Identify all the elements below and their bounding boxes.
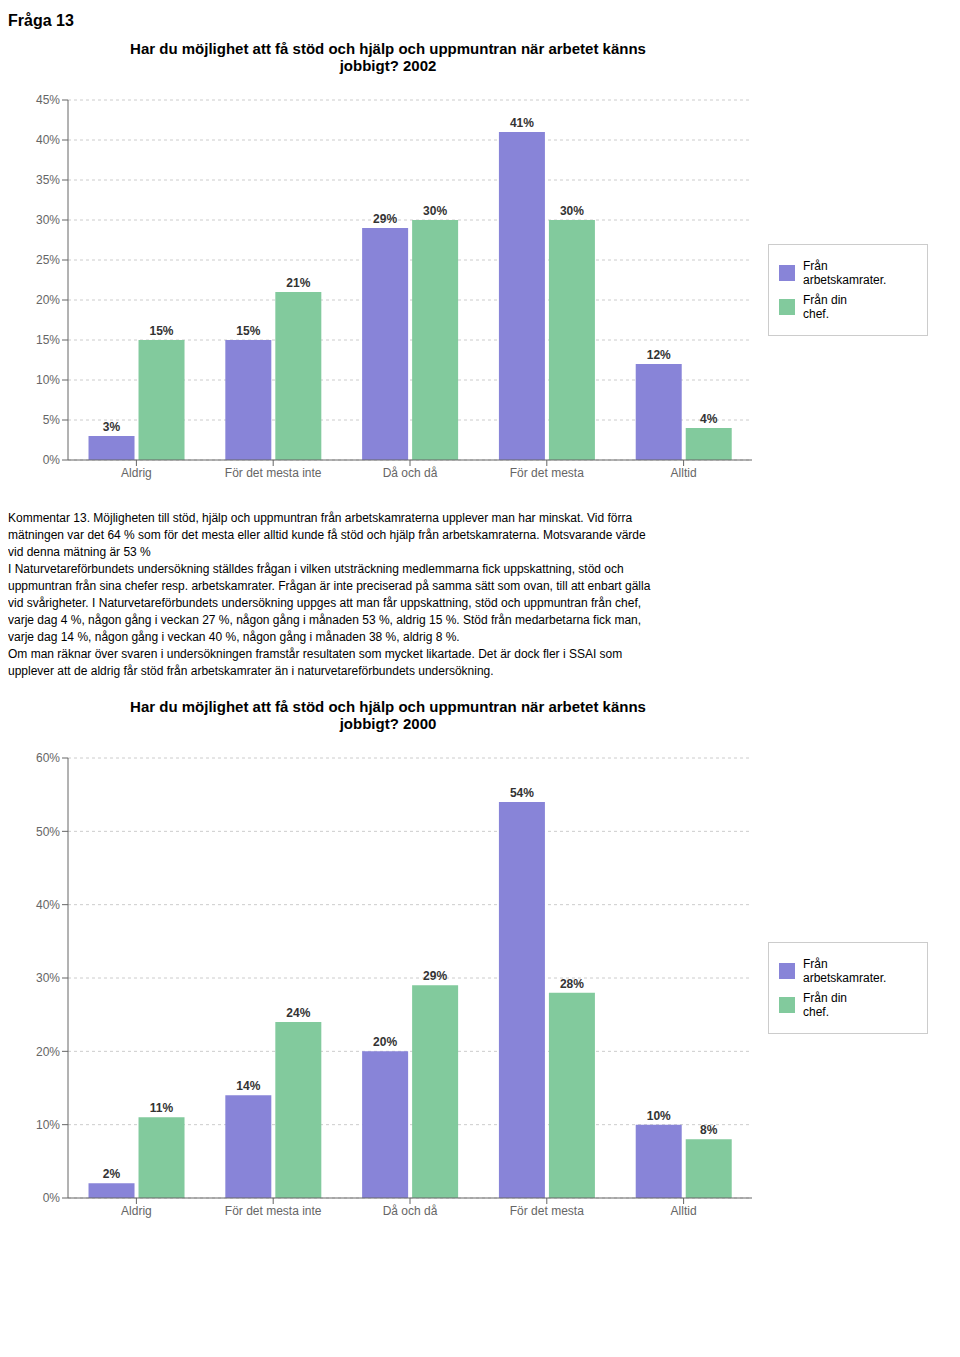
svg-text:25%: 25% (36, 253, 60, 267)
svg-text:30%: 30% (36, 213, 60, 227)
svg-text:För det mesta inte: För det mesta inte (225, 1204, 322, 1218)
svg-text:30%: 30% (560, 204, 584, 218)
svg-text:30%: 30% (423, 204, 447, 218)
svg-text:21%: 21% (286, 276, 310, 290)
html-text:Kommentar 13. Möjligheten till: Kommentar 13. Möjligheten till stöd, hjä… (8, 511, 633, 525)
svg-text:0%: 0% (43, 453, 61, 467)
svg-text:Då och då: Då och då (383, 1204, 438, 1218)
svg-text:Alltid: Alltid (671, 1204, 697, 1218)
svg-text:20%: 20% (373, 1035, 397, 1049)
svg-text:11%: 11% (150, 1101, 174, 1115)
svg-text:35%: 35% (36, 173, 60, 187)
svg-text:5%: 5% (43, 413, 61, 427)
svg-text:60%: 60% (36, 751, 60, 765)
html-text:Från din chef.: Från din chef. (803, 991, 847, 1019)
svg-text:0%: 0% (43, 1191, 61, 1205)
svg-text:15%: 15% (236, 324, 260, 338)
svg-text:Aldrig: Aldrig (121, 466, 152, 480)
svg-text:15%: 15% (36, 333, 60, 347)
svg-text:4%: 4% (700, 412, 718, 426)
svg-text:För det mesta inte: För det mesta inte (225, 466, 322, 480)
html-text:mätningen var det 64 % som för: mätningen var det 64 % som för det mesta… (8, 528, 646, 542)
svg-text:3%: 3% (103, 420, 121, 434)
svg-text:10%: 10% (36, 373, 60, 387)
svg-text:Alltid: Alltid (671, 466, 697, 480)
html-text:Fråga 13: Fråga 13 (8, 12, 74, 29)
svg-text:40%: 40% (36, 133, 60, 147)
svg-text:14%: 14% (236, 1079, 260, 1093)
svg-text:2%: 2% (103, 1167, 121, 1181)
svg-text:40%: 40% (36, 898, 60, 912)
svg-text:8%: 8% (700, 1123, 718, 1137)
svg-text:15%: 15% (150, 324, 174, 338)
html-text:Har du möjlighet att få stöd o: Har du möjlighet att få stöd och hjälp o… (130, 40, 646, 74)
html-text:vid denna mätning är 53 %: vid denna mätning är 53 % (8, 545, 151, 559)
html-text:varje dag 4 %, någon gång i ve: varje dag 4 %, någon gång i veckan 27 %,… (8, 613, 642, 627)
svg-text:För det mesta: För det mesta (510, 1204, 584, 1218)
svg-text:Då och då: Då och då (383, 466, 438, 480)
svg-text:20%: 20% (36, 1045, 60, 1059)
svg-text:10%: 10% (647, 1109, 671, 1123)
svg-text:45%: 45% (36, 93, 60, 107)
html-text:vid svårigheter. I Naturvetare: vid svårigheter. I Naturvetareförbundets… (8, 596, 641, 610)
svg-text:50%: 50% (36, 825, 60, 839)
svg-text:54%: 54% (510, 786, 534, 800)
html-text:upplever att de aldrig får stö: upplever att de aldrig får stöd från arb… (8, 664, 494, 678)
html-text:Om man räknar över svaren i un: Om man räknar över svaren i undersökning… (8, 647, 623, 661)
svg-text:Aldrig: Aldrig (121, 1204, 152, 1218)
svg-text:20%: 20% (36, 293, 60, 307)
svg-text:29%: 29% (373, 212, 397, 226)
svg-text:28%: 28% (560, 977, 584, 991)
html-text:I Naturvetareförbundets unders: I Naturvetareförbundets undersökning stä… (8, 562, 624, 576)
svg-text:29%: 29% (423, 969, 447, 983)
html-text:uppmuntran från sina chefer re: uppmuntran från sina chefer resp. arbets… (8, 579, 651, 593)
html-text:Från arbetskamrater.: Från arbetskamrater. (803, 259, 887, 287)
html-text:Från din chef.: Från din chef. (803, 293, 847, 321)
html-text:Har du möjlighet att få stöd o: Har du möjlighet att få stöd och hjälp o… (130, 698, 646, 732)
svg-text:30%: 30% (36, 971, 60, 985)
svg-text:10%: 10% (36, 1118, 60, 1132)
html-text:varje dag 14 %, någon gång i v: varje dag 14 %, någon gång i veckan 40 %… (8, 630, 460, 644)
html-text:Från arbetskamrater.: Från arbetskamrater. (803, 957, 887, 985)
svg-text:12%: 12% (647, 348, 671, 362)
svg-text:24%: 24% (286, 1006, 310, 1020)
svg-text:41%: 41% (510, 116, 534, 130)
svg-text:För det mesta: För det mesta (510, 466, 584, 480)
